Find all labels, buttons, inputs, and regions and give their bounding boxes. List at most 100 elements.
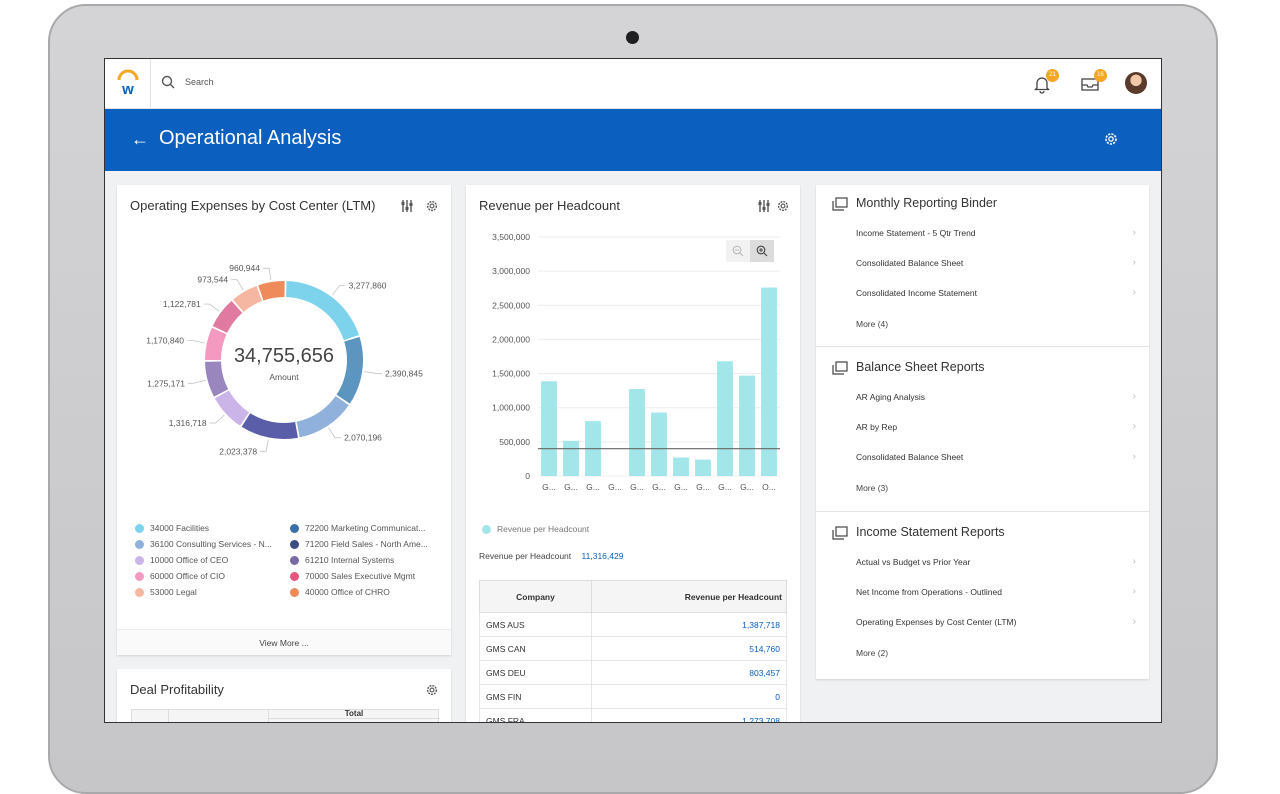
y-tick-label: 1,500,000	[492, 369, 530, 379]
more-link[interactable]: More (3)	[856, 483, 889, 493]
more-link[interactable]: More (4)	[856, 319, 889, 329]
zoom-out-button[interactable]	[726, 240, 750, 262]
report-link[interactable]: Income Statement - 5 Qtr Trend ›	[856, 227, 1136, 238]
donut-slice[interactable]	[258, 281, 285, 301]
workday-logo[interactable]: w	[105, 59, 151, 109]
legend-dot	[135, 539, 144, 549]
legend-item[interactable]: 72200 Marketing Communicat...	[290, 523, 445, 533]
revenue-cell[interactable]: 1,273,708	[591, 708, 787, 722]
card-gear-icon[interactable]	[425, 683, 439, 697]
donut-slice[interactable]	[296, 396, 349, 438]
table-row: GMS FIN 0	[479, 684, 787, 709]
inbox-button[interactable]: 16	[1079, 69, 1107, 95]
donut-slice[interactable]	[286, 281, 359, 341]
donut-slice[interactable]	[212, 300, 243, 333]
bar[interactable]	[761, 287, 777, 476]
filter-icon[interactable]	[756, 198, 772, 214]
inbox-icon	[1081, 78, 1099, 91]
column-header-revenue[interactable]: Revenue per Headcount	[591, 580, 787, 613]
x-tick-label: G...	[740, 482, 754, 492]
report-link-label: Operating Expenses by Cost Center (LTM)	[856, 617, 1017, 627]
back-arrow-icon[interactable]: ←	[131, 129, 149, 149]
legend-item[interactable]: 36100 Consulting Services - N...	[135, 539, 290, 549]
donut-slice[interactable]	[241, 413, 298, 439]
leader-line	[332, 285, 346, 296]
deal-table-header: Total	[131, 709, 440, 722]
revenue-cell[interactable]: 514,760	[591, 636, 787, 661]
inbox-badge: 16	[1094, 69, 1107, 82]
revenue-cell[interactable]: 803,457	[591, 660, 787, 685]
revenue-cell[interactable]: 1,387,718	[591, 612, 787, 637]
legend-item[interactable]: 34000 Facilities	[135, 523, 290, 533]
card-title: Operating Expenses by Cost Center (LTM)	[130, 198, 376, 213]
column-header-company[interactable]: Company	[479, 580, 592, 613]
legend-label: 72200 Marketing Communicat...	[305, 523, 426, 533]
avatar[interactable]	[1125, 72, 1147, 94]
page-header: ← Operational Analysis	[105, 109, 1161, 171]
search-bar[interactable]: Search	[161, 75, 214, 89]
report-link[interactable]: Actual vs Budget vs Prior Year ›	[856, 556, 1136, 567]
legend-item[interactable]: 40000 Office of CHRO	[290, 587, 445, 597]
donut-slice[interactable]	[205, 327, 227, 360]
donut-slice[interactable]	[214, 390, 249, 426]
revenue-cell[interactable]: 0	[591, 684, 787, 709]
leader-line	[260, 439, 269, 452]
slice-value-label: 1,122,781	[163, 299, 201, 309]
bar[interactable]	[651, 412, 667, 476]
section-divider	[816, 511, 1149, 512]
gear-icon[interactable]	[1103, 131, 1119, 147]
summary-value[interactable]: 11,316,429	[581, 551, 624, 561]
legend-dot	[135, 587, 144, 597]
filter-icon[interactable]	[399, 198, 415, 214]
legend-item[interactable]: 71200 Field Sales - North Ame...	[290, 539, 445, 549]
view-more-link[interactable]: View More ...	[117, 629, 451, 655]
report-link[interactable]: Consolidated Income Statement ›	[856, 287, 1136, 298]
legend-item[interactable]: 60000 Office of CIO	[135, 571, 290, 581]
y-tick-label: 3,000,000	[492, 266, 530, 276]
x-tick-label: G...	[718, 482, 732, 492]
notifications-button[interactable]: 21	[1031, 69, 1059, 95]
legend-item[interactable]: 61210 Internal Systems	[290, 555, 445, 565]
report-link[interactable]: Operating Expenses by Cost Center (LTM) ›	[856, 616, 1136, 627]
binder-icon	[832, 197, 848, 211]
report-link[interactable]: Consolidated Balance Sheet ›	[856, 257, 1136, 268]
chevron-right-icon: ›	[1132, 391, 1136, 402]
card-gear-icon[interactable]	[776, 199, 790, 213]
card-gear-icon[interactable]	[425, 199, 439, 213]
donut-slice[interactable]	[336, 336, 363, 404]
bar[interactable]	[695, 459, 711, 476]
slice-value-label: 973,544	[197, 275, 228, 285]
legend-item[interactable]: 53000 Legal	[135, 587, 290, 597]
card-title: Deal Profitability	[130, 682, 224, 697]
zoom-controls	[726, 240, 774, 262]
bar[interactable]	[739, 375, 755, 476]
bar[interactable]	[629, 389, 645, 476]
table-row: GMS DEU 803,457	[479, 660, 787, 685]
bar[interactable]	[541, 381, 557, 476]
legend-dot	[135, 555, 144, 565]
donut-slice[interactable]	[205, 361, 229, 397]
report-link[interactable]: Consolidated Balance Sheet ›	[856, 451, 1136, 462]
bar[interactable]	[563, 440, 579, 476]
company-cell: GMS CAN	[479, 636, 592, 661]
bar-chart: 3,500,000 3,000,000 2,500,000 2,000,000 1,50…	[492, 232, 780, 492]
zoom-in-button[interactable]	[750, 240, 774, 262]
legend-label: 36100 Consulting Services - N...	[150, 539, 272, 549]
donut-slice[interactable]	[233, 285, 263, 312]
app-screen: w Search 21 16 ← Operational Analysis Op…	[104, 58, 1162, 723]
legend-item[interactable]: 10000 Office of CEO	[135, 555, 290, 565]
legend-item[interactable]: 70000 Sales Executive Mgmt	[290, 571, 445, 581]
legend-label: 61210 Internal Systems	[305, 555, 395, 565]
more-link[interactable]: More (2)	[856, 648, 889, 658]
legend-label: 71200 Field Sales - North Ame...	[305, 539, 428, 549]
report-link[interactable]: AR Aging Analysis ›	[856, 391, 1136, 402]
camera-icon	[626, 31, 639, 44]
report-link[interactable]: AR by Rep ›	[856, 421, 1136, 432]
x-tick-label: G...	[608, 482, 622, 492]
bar[interactable]	[717, 361, 733, 476]
report-link[interactable]: Net Income from Operations - Outlined ›	[856, 586, 1136, 597]
report-link-label: Consolidated Balance Sheet	[856, 258, 964, 268]
search-input[interactable]: Search	[185, 77, 214, 87]
bar[interactable]	[673, 457, 689, 476]
report-link-label: AR by Rep	[856, 422, 898, 432]
